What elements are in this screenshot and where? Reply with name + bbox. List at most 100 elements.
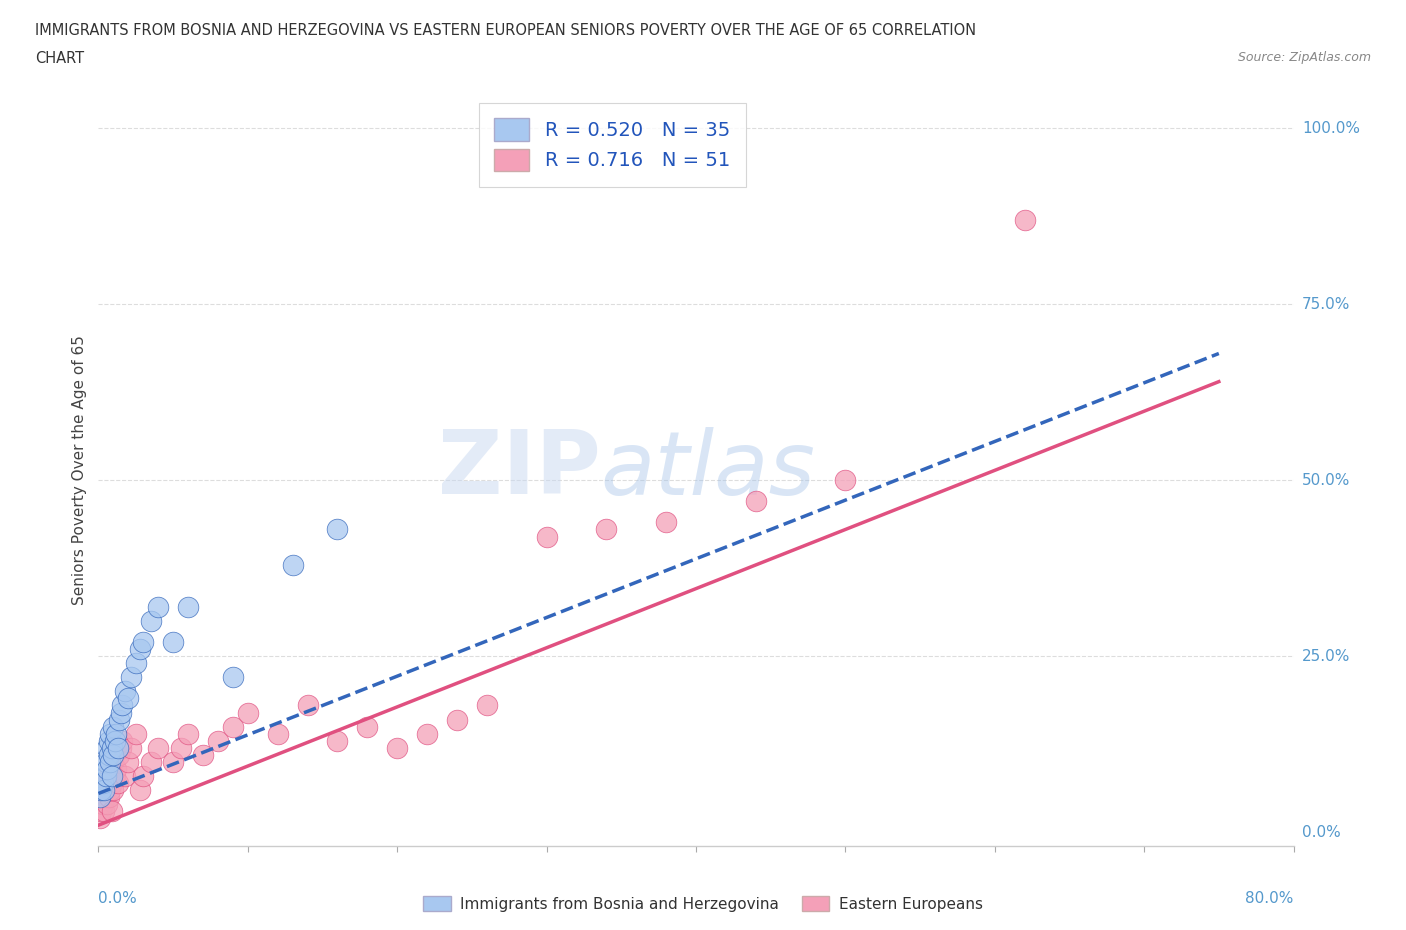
Point (148, 740, 170, 755)
Point (94, 754, 117, 769)
Point (191, 748, 214, 763)
Point (356, 719, 378, 734)
Point (120, 740, 142, 755)
Text: 100.0%: 100.0% (1302, 121, 1360, 136)
Point (177, 600, 200, 615)
Point (93, 804, 115, 818)
Point (177, 726, 200, 741)
Y-axis label: Seniors Poverty Over the Age of 65: Seniors Poverty Over the Age of 65 (72, 335, 87, 604)
Point (108, 748, 131, 763)
Point (111, 698, 134, 713)
Point (96, 776, 118, 790)
Point (110, 705, 132, 720)
Point (103, 719, 125, 734)
Text: 50.0%: 50.0% (1302, 472, 1350, 487)
Point (120, 670, 142, 684)
Point (101, 776, 124, 790)
Text: ZIP: ZIP (437, 426, 600, 513)
Point (98, 782, 122, 797)
Point (96, 740, 118, 755)
Point (236, 705, 259, 720)
Point (111, 733, 134, 748)
Point (108, 712, 131, 727)
Point (117, 754, 139, 769)
Point (97, 748, 120, 763)
Point (326, 522, 349, 537)
Text: 25.0%: 25.0% (1302, 649, 1350, 664)
Point (89, 790, 111, 804)
Text: 75.0%: 75.0% (1302, 297, 1350, 312)
Point (98, 762, 122, 777)
Point (129, 642, 152, 657)
Point (97, 733, 120, 748)
Point (132, 768, 155, 783)
Text: Source: ZipAtlas.com: Source: ZipAtlas.com (1237, 51, 1371, 64)
Point (94, 768, 117, 783)
Legend: R = 0.520   N = 35, R = 0.716   N = 51: R = 0.520 N = 35, R = 0.716 N = 51 (479, 102, 745, 187)
Point (148, 600, 170, 615)
Text: 80.0%: 80.0% (1246, 892, 1294, 907)
Point (90, 804, 112, 818)
Point (655, 515, 678, 530)
Point (96, 797, 118, 812)
Point (139, 754, 162, 769)
Point (90, 782, 112, 797)
Point (446, 712, 468, 727)
Point (89, 811, 111, 826)
Point (385, 740, 409, 755)
Point (475, 698, 498, 713)
Point (114, 684, 136, 698)
Point (98, 726, 122, 741)
Point (114, 768, 136, 783)
Point (595, 522, 617, 537)
Point (105, 726, 128, 741)
Point (267, 726, 290, 741)
Point (125, 726, 148, 741)
Point (96, 762, 118, 777)
Point (101, 740, 124, 755)
Point (91, 776, 114, 790)
Point (222, 719, 245, 734)
Point (104, 768, 127, 783)
Text: 0.0%: 0.0% (1302, 825, 1340, 840)
Point (101, 768, 124, 783)
Point (97, 790, 120, 804)
Point (110, 740, 132, 755)
Point (132, 634, 155, 649)
Text: IMMIGRANTS FROM BOSNIA AND HERZEGOVINA VS EASTERN EUROPEAN SENIORS POVERTY OVER : IMMIGRANTS FROM BOSNIA AND HERZEGOVINA V… (35, 23, 976, 38)
Point (97, 768, 120, 783)
Point (107, 776, 129, 790)
Point (222, 670, 245, 684)
Point (169, 740, 191, 755)
Point (94, 790, 117, 804)
Point (281, 557, 304, 572)
Point (326, 733, 349, 748)
Text: atlas: atlas (600, 427, 815, 512)
Point (101, 804, 124, 818)
Point (745, 494, 768, 509)
Point (104, 733, 127, 748)
Point (105, 762, 128, 777)
Text: 0.0%: 0.0% (98, 892, 138, 907)
Point (98, 754, 122, 769)
Point (207, 733, 229, 748)
Point (834, 472, 856, 487)
Point (297, 698, 319, 713)
Point (91, 797, 114, 812)
Point (103, 782, 125, 797)
Point (93, 782, 115, 797)
Point (107, 740, 129, 755)
Point (94, 782, 117, 797)
Point (416, 726, 439, 741)
Point (536, 529, 558, 544)
Point (129, 782, 152, 797)
Point (103, 748, 125, 763)
Point (125, 656, 148, 671)
Point (162, 754, 184, 769)
Point (117, 691, 139, 706)
Text: CHART: CHART (35, 51, 84, 66)
Point (162, 634, 184, 649)
Point (103, 754, 125, 769)
Point (139, 614, 162, 629)
Legend: Immigrants from Bosnia and Herzegovina, Eastern Europeans: Immigrants from Bosnia and Herzegovina, … (418, 889, 988, 918)
